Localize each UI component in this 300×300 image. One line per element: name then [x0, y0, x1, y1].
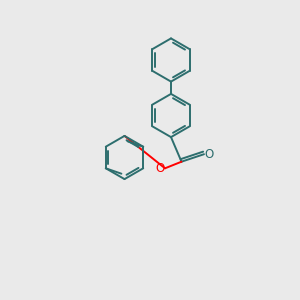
Text: O: O — [205, 148, 214, 161]
Text: O: O — [155, 162, 164, 175]
